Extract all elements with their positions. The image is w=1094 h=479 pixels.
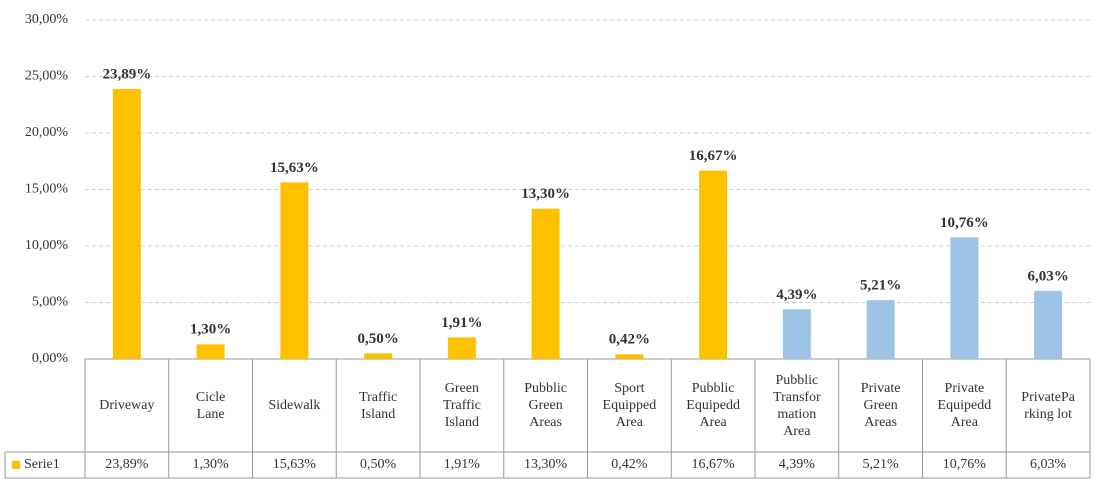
- data-label: 13,30%: [521, 186, 570, 202]
- bar: [364, 353, 393, 359]
- table-value: 6,03%: [1030, 457, 1067, 472]
- y-tick-label: 5,00%: [32, 295, 69, 310]
- bar: [531, 208, 560, 359]
- category-label: Sport Equipped Area: [602, 381, 657, 430]
- table-value: 16,67%: [692, 457, 736, 472]
- category-label: Sidewalk: [268, 398, 321, 413]
- table-value: 10,76%: [943, 457, 987, 472]
- table-value: 4,39%: [779, 457, 816, 472]
- bar: [950, 237, 979, 359]
- y-tick-label: 30,00%: [25, 12, 69, 27]
- category-label: Green Traffic Island: [442, 381, 481, 430]
- data-label: 4,39%: [776, 287, 817, 303]
- data-label: 15,63%: [270, 160, 319, 176]
- category-label: Pubblic Equipedd Area: [686, 381, 740, 430]
- category-label: Private Green Areas: [860, 381, 901, 430]
- y-tick-label: 20,00%: [25, 125, 69, 140]
- category-label: Traffic Island: [359, 389, 398, 422]
- bar: [196, 344, 225, 359]
- data-label: 5,21%: [860, 278, 901, 294]
- table-value: 15,63%: [273, 457, 317, 472]
- table-value: 1,30%: [193, 457, 230, 472]
- data-label: 1,30%: [190, 322, 231, 338]
- bar: [782, 309, 811, 359]
- category-label: Pubblic Transfor mation Area: [773, 372, 821, 439]
- bar: [112, 89, 141, 359]
- legend-label: Serie1: [24, 457, 60, 472]
- data-label: 0,42%: [609, 332, 650, 348]
- bar: [447, 337, 476, 359]
- data-label: 0,50%: [358, 331, 399, 347]
- table-value: 0,42%: [611, 457, 648, 472]
- bar: [1034, 290, 1063, 359]
- data-label: 16,67%: [689, 148, 738, 164]
- category-label: Pubblic Green Areas: [524, 381, 568, 430]
- table-value: 13,30%: [524, 457, 568, 472]
- category-label: Private Equipedd Area: [937, 381, 992, 430]
- legend-swatch: [12, 461, 20, 469]
- y-tick-label: 10,00%: [25, 238, 69, 253]
- category-label: Cicle Lane: [195, 389, 226, 422]
- y-tick-label: 15,00%: [25, 182, 69, 197]
- y-tick-label: 25,00%: [25, 69, 69, 84]
- data-label: 23,89%: [103, 66, 152, 82]
- data-label: 10,76%: [940, 215, 989, 231]
- category-label: PrivatePa rking lot: [1021, 389, 1075, 422]
- bar: [866, 300, 895, 359]
- data-label: 6,03%: [1028, 268, 1069, 284]
- table-value: 5,21%: [863, 457, 900, 472]
- bar: [280, 182, 309, 359]
- y-tick-label: 0,00%: [32, 351, 69, 366]
- table-value: 1,91%: [444, 457, 481, 472]
- data-label: 1,91%: [441, 315, 482, 331]
- bar: [615, 354, 644, 359]
- category-label: Driveway: [99, 398, 155, 413]
- bar: [699, 170, 728, 359]
- table-value: 23,89%: [105, 457, 149, 472]
- table-value: 0,50%: [360, 457, 397, 472]
